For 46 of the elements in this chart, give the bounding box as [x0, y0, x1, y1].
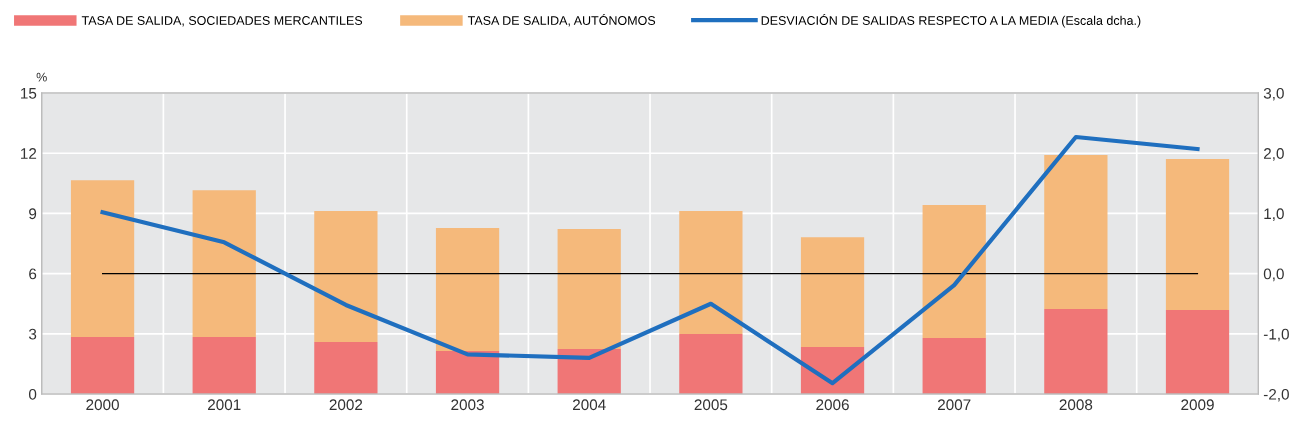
bar: [70, 180, 135, 338]
bar: [314, 342, 378, 395]
bar: [679, 334, 743, 395]
x-tick-label: 2002: [329, 399, 363, 411]
x-tick-label: 2004: [572, 399, 606, 411]
bar: [1165, 159, 1230, 310]
y2-tick-label: 1,0: [1264, 208, 1284, 221]
legend-label: DESVIACIÓN DE SALIDAS RESPECTO A LA MEDIA (Escala dcha.): [761, 13, 1141, 28]
bar: [1044, 155, 1108, 309]
line-series: [100, 134, 1200, 386]
bar: [435, 228, 500, 352]
bar: [922, 338, 986, 395]
y2-tick-label: 3,0: [1263, 87, 1284, 101]
x-tick-label: 2009: [1181, 399, 1214, 411]
y-tick-label: 0: [28, 388, 37, 400]
x-tick-label: 2005: [694, 399, 728, 411]
legend-label: TASA DE SALIDA, SOCIEDADES MERCANTILES: [81, 16, 363, 27]
x-tick-label: 2003: [451, 399, 484, 411]
x-tick-label: 2001: [208, 399, 241, 411]
x-tick-label: 2007: [937, 399, 971, 411]
bar: [70, 337, 135, 395]
y2-tick-label: -1,0: [1263, 328, 1289, 342]
y-tick-label: 15: [21, 88, 37, 99]
bar: [800, 237, 865, 348]
bar: [192, 190, 256, 338]
bar: [922, 205, 986, 339]
x-tick-label: 2006: [816, 399, 849, 411]
legend-label: TASA DE SALIDA, AUTÓNOMOS: [467, 13, 656, 27]
bar: [1044, 308, 1108, 395]
y-tick-label: 6: [29, 268, 37, 280]
y-tick-label: 3: [28, 328, 37, 340]
y-tick-label: 9: [29, 208, 37, 220]
bar: [1165, 309, 1230, 395]
bar: [557, 229, 621, 350]
y-axis-title: %: [36, 72, 47, 82]
y2-tick-label: 0,0: [1263, 268, 1284, 282]
bar: [314, 211, 378, 343]
y2-tick-label: -2,0: [1263, 388, 1289, 402]
bar: [557, 349, 621, 395]
y2-tick-label: 2,0: [1263, 148, 1284, 161]
x-tick-label: 2000: [86, 399, 119, 411]
y-tick-label: 12: [21, 148, 37, 159]
x-tick-label: 2008: [1059, 399, 1093, 411]
bar: [679, 211, 743, 335]
bar: [192, 337, 256, 395]
bar: [435, 351, 500, 395]
